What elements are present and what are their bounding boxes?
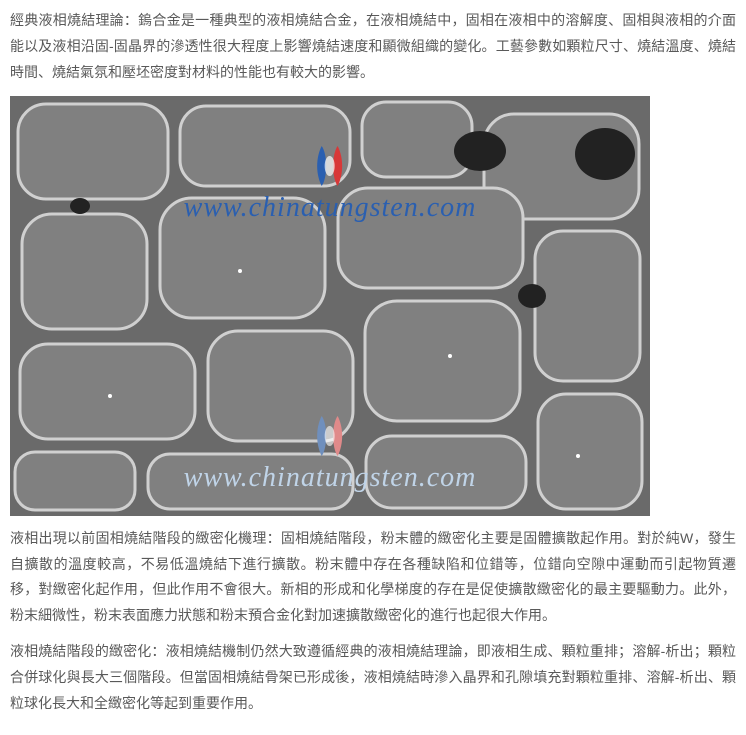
paragraph-2: 液相出現以前固相燒結階段的緻密化機理：固相燒結階段，粉末體的緻密化主要是固體擴散…: [10, 526, 736, 630]
microstructure-svg: [10, 96, 650, 516]
paragraph-1: 經典液相燒結理論：鎢合金是一種典型的液相燒結合金，在液相燒結中，固相在液相中的溶…: [10, 8, 736, 86]
sem-microstructure-image: www.chinatungsten.com www.chinatungsten.…: [10, 96, 650, 516]
paragraph-3: 液相燒結階段的緻密化：液相燒結機制仍然大致遵循經典的液相燒結理論，即液相生成、顆…: [10, 639, 736, 717]
